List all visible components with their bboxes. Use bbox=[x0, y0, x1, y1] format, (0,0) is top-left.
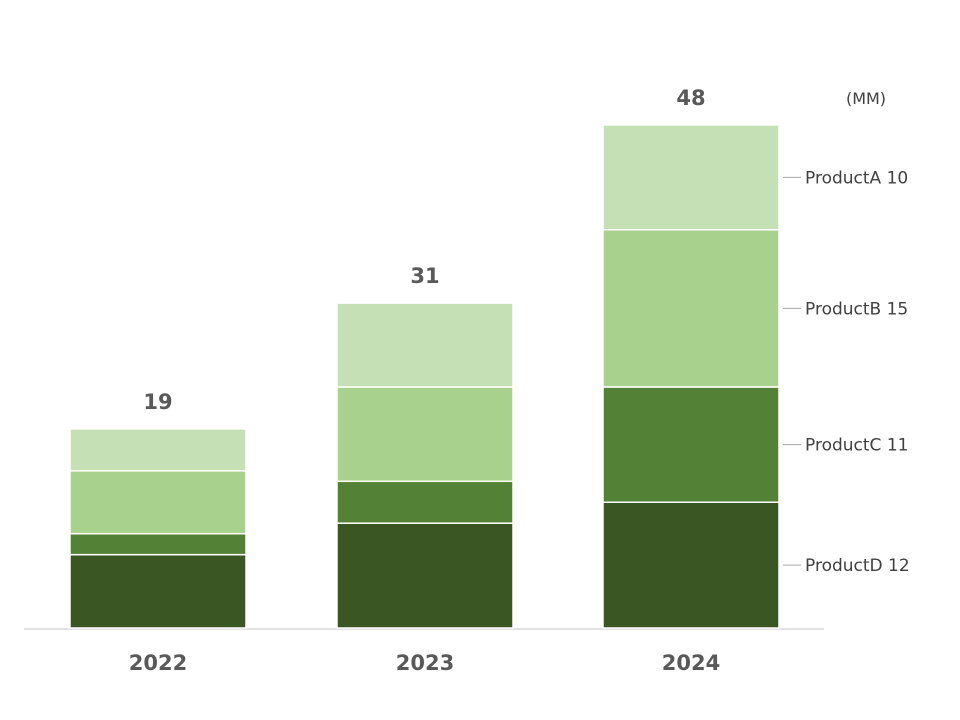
total-label-2022: 19 bbox=[143, 390, 172, 414]
legend-label-producta: ProductA 10 bbox=[805, 168, 908, 188]
bar-segment-productc-2022 bbox=[69, 532, 247, 556]
bar-segment-producta-2022 bbox=[69, 428, 247, 472]
total-label-2023: 31 bbox=[410, 264, 439, 288]
legend-label-productd: ProductD 12 bbox=[805, 556, 910, 576]
bar-segment-producta-2024 bbox=[602, 124, 780, 231]
bar-segment-productb-2024 bbox=[602, 229, 780, 388]
total-labels: 19 31 48 bbox=[143, 86, 705, 414]
bar-segment-productc-2023 bbox=[336, 480, 514, 524]
legend: ProductA 10 ProductB 15 ProductC 11 Product… bbox=[783, 168, 910, 576]
bar-segment-productd-2022 bbox=[69, 553, 247, 629]
legend-label-productb: ProductB 15 bbox=[805, 299, 908, 319]
bar-segment-productb-2023 bbox=[336, 386, 514, 483]
bar-segment-productb-2022 bbox=[69, 470, 247, 535]
total-label-2024: 48 bbox=[676, 86, 705, 110]
category-label-2022: 2022 bbox=[129, 651, 187, 675]
category-label-2024: 2024 bbox=[662, 651, 720, 675]
unit-label: (MM) bbox=[846, 89, 886, 108]
bar-segment-productd-2023 bbox=[336, 522, 514, 629]
bar-segment-productc-2024 bbox=[602, 386, 780, 503]
bar-segment-productd-2024 bbox=[602, 501, 780, 629]
category-labels: 2022 2023 2024 bbox=[129, 651, 720, 675]
category-label-2023: 2023 bbox=[396, 651, 454, 675]
bar-segment-producta-2023 bbox=[336, 302, 514, 388]
legend-label-productc: ProductC 11 bbox=[805, 436, 908, 456]
bar-layer bbox=[69, 124, 780, 629]
